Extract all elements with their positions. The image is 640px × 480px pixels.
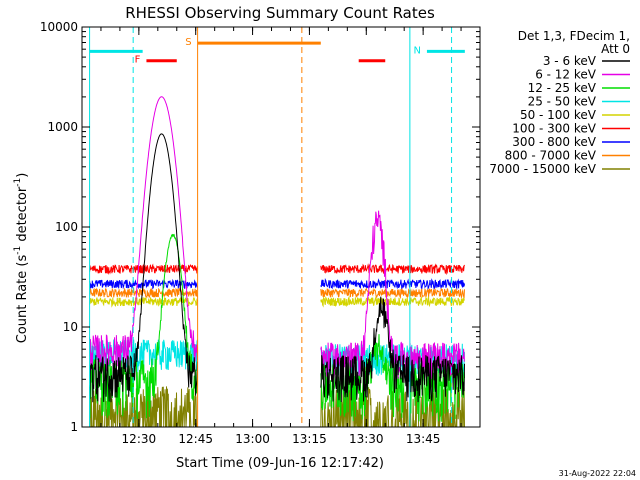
series-line-4-segment-1 [320, 295, 465, 308]
y-tick-label-1: 10 [63, 320, 78, 334]
x-tick-label-2: 13:00 [235, 432, 270, 446]
legend-label-8: 7000 - 15000 keV [489, 162, 596, 176]
y-axis-label-sup-1: -1 [13, 246, 23, 255]
legend-header-2: Att 0 [601, 42, 630, 56]
y-axis-label-sup-2: -1 [13, 178, 23, 187]
series-line-0-segment-1 [320, 296, 465, 403]
y-tick-label-4: 10000 [40, 20, 78, 34]
y-axis-label-main: Count Rate (s [15, 255, 30, 344]
series-line-6-segment-1 [320, 278, 465, 291]
y-tick-label-0: 1 [70, 420, 78, 434]
date-stamp: 31-Aug-2022 22:04 [559, 469, 636, 478]
x-tick-label-1: 12:45 [178, 432, 213, 446]
chart-title: RHESSI Observing Summary Count Rates [125, 4, 435, 22]
x-axis-label: Start Time (09-Jun-16 12:17:42) [176, 456, 384, 471]
flag-bar-label-2: F [135, 55, 141, 66]
legend-label-4: 50 - 100 keV [520, 108, 597, 122]
legend-label-7: 800 - 7000 keV [505, 149, 597, 163]
y-tick-label-3: 1000 [47, 120, 78, 134]
y-axis-label: Count Rate (s-1 detector-1) [13, 173, 30, 344]
legend-label-6: 300 - 800 keV [512, 135, 596, 149]
series-line-0-segment-0 [89, 133, 198, 403]
legend-label-3: 25 - 50 keV [528, 95, 597, 109]
x-tick-label-3: 13:15 [292, 432, 327, 446]
series-line-1-segment-0 [89, 96, 198, 372]
y-axis-label-end: ) [15, 173, 30, 178]
flag-bar-label-1: N [413, 45, 420, 56]
legend-label-0: 3 - 6 keV [543, 54, 597, 68]
legend-label-2: 12 - 25 keV [528, 81, 597, 95]
series-line-6-segment-0 [89, 278, 198, 290]
series-line-2-segment-0 [89, 233, 198, 419]
series-line-4-segment-0 [89, 297, 198, 308]
plot-area: N F S 1 10 100 1000 10000 12:30 12:45 13:00 13:15 13… [40, 20, 481, 446]
series-line-7-segment-0 [89, 287, 198, 298]
y-axis-label-mid: detector [15, 186, 30, 246]
series-line-7-segment-1 [320, 286, 465, 300]
x-tick-label-0: 12:30 [122, 432, 157, 446]
series-line-5-segment-1 [320, 263, 465, 276]
y-tick-label-2: 100 [55, 220, 78, 234]
x-tick-label-5: 13:45 [406, 432, 441, 446]
legend-label-1: 6 - 12 keV [535, 68, 597, 82]
flag-bar-label-4: S [185, 37, 191, 48]
legend-label-5: 100 - 300 keV [512, 122, 596, 136]
legend-header-1: Det 1,3, FDecim 1, [518, 29, 630, 43]
x-tick-label-4: 13:30 [349, 432, 384, 446]
